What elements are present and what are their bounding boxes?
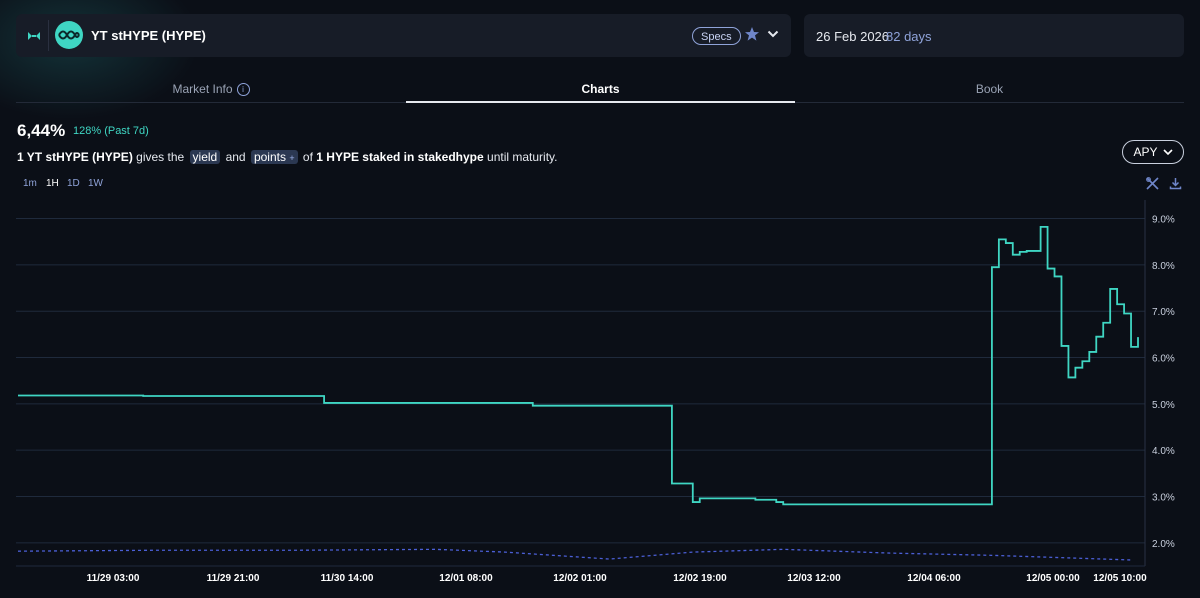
x-tick-label: 12/05 00:00 — [1026, 573, 1080, 584]
apy-chevron-down-icon — [1162, 149, 1173, 156]
x-tick-label: 11/29 21:00 — [207, 573, 260, 584]
download-icon[interactable] — [1169, 177, 1182, 190]
current-apy-value: 6,44% — [17, 121, 66, 140]
y-tick-label: 2.0% — [1152, 539, 1175, 550]
desc-stake: 1 HYPE staked in stakedhype — [316, 150, 484, 164]
points-label: points — [253, 150, 286, 164]
info-icon[interactable]: i — [236, 83, 250, 96]
points-plus-icon: + — [289, 153, 295, 163]
x-tick-label: 11/29 03:00 — [87, 573, 140, 584]
y-tick-label: 9.0% — [1152, 215, 1175, 226]
apy-series-line — [18, 225, 1139, 506]
expiry-date: 26 Feb 2026 — [816, 29, 890, 44]
active-tab-indicator — [406, 101, 795, 103]
market-description: 1 YT stHYPE (HYPE) gives the yield and p… — [17, 150, 558, 164]
expiry-card: 26 Feb 2026 82 days — [804, 14, 1184, 57]
y-tick-label: 4.0% — [1152, 446, 1175, 457]
apy-change: 128% (Past 7d) — [73, 125, 149, 137]
tab-market-info-label: Market Info — [172, 82, 233, 96]
y-tick-label: 7.0% — [1152, 307, 1175, 318]
x-tick-label: 12/04 06:00 — [907, 573, 961, 584]
tab-book[interactable]: Book — [975, 82, 1004, 96]
underlying-apy-line — [17, 548, 1132, 561]
desc-until: until maturity. — [487, 150, 558, 164]
desc-gives: gives the — [136, 150, 185, 164]
y-tick-label: 5.0% — [1152, 400, 1175, 411]
market-header-card[interactable]: YT stHYPE (HYPE) Specs — [16, 14, 791, 57]
crosshair-tools-icon[interactable] — [1146, 177, 1159, 190]
x-tick-label: 12/03 12:00 — [787, 573, 841, 584]
timeframe-1d[interactable]: 1D — [67, 178, 80, 189]
timeframe-1w[interactable]: 1W — [88, 178, 103, 189]
timeframe-1h[interactable]: 1H — [46, 178, 59, 189]
points-tag[interactable]: points + — [250, 150, 298, 164]
desc-of: of — [302, 150, 313, 164]
y-tick-label: 6.0% — [1152, 354, 1175, 365]
x-tick-label: 11/30 14:00 — [321, 573, 374, 584]
desc-and: and — [225, 150, 246, 164]
x-tick-label: 12/02 01:00 — [553, 573, 607, 584]
token-icon — [55, 21, 83, 49]
timeframe-1m[interactable]: 1m — [23, 178, 37, 189]
apy-chart[interactable]: 2.0% 3.0% 4.0% 5.0% 6.0% 7.0% 8.0% 9.0% 11/29 03… — [0, 190, 1200, 598]
specs-button[interactable]: Specs — [692, 27, 741, 45]
x-tick-label: 12/05 10:00 — [1093, 573, 1147, 584]
y-tick-label: 3.0% — [1152, 493, 1175, 504]
star-icon[interactable] — [744, 26, 760, 42]
apy-label: APY — [1133, 145, 1158, 159]
app-logo-icon[interactable] — [20, 20, 49, 51]
tab-market-info[interactable]: Market Info i — [16, 82, 406, 102]
apy-select-button[interactable]: APY — [1122, 140, 1184, 164]
market-title: YT stHYPE (HYPE) — [91, 28, 206, 43]
tab-charts[interactable]: Charts — [581, 82, 620, 96]
yield-tag[interactable]: yield — [189, 150, 221, 164]
desc-amount: 1 YT stHYPE (HYPE) — [17, 150, 133, 164]
y-tick-label: 8.0% — [1152, 261, 1175, 272]
days-left: 82 days — [886, 29, 932, 44]
x-tick-label: 12/01 08:00 — [439, 573, 493, 584]
chevron-down-icon[interactable] — [767, 29, 779, 39]
x-tick-label: 12/02 19:00 — [673, 573, 727, 584]
